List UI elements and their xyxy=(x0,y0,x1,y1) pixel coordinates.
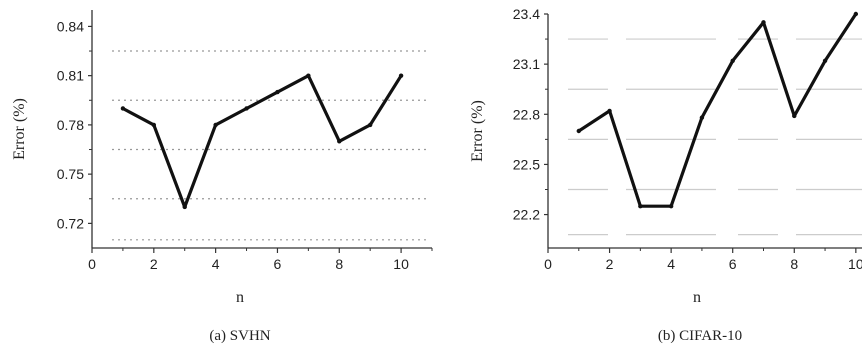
svhn-data-point xyxy=(213,122,218,128)
svhn-x-tick-label: 2 xyxy=(150,256,158,272)
svhn-x-tick-label: 8 xyxy=(335,256,343,272)
cifar10-data-point xyxy=(668,204,674,209)
svhn-x-axis-label: n xyxy=(236,289,244,306)
svhn-data-point xyxy=(275,89,280,95)
cifar10-data-point xyxy=(576,128,581,134)
svhn-data-point xyxy=(306,73,311,78)
svhn-y-tick-label: 0.78 xyxy=(57,117,84,133)
cifar10-data-point xyxy=(699,115,705,120)
cifar10-x-tick-label: 0 xyxy=(544,256,552,272)
svhn-x-tick-label: 0 xyxy=(88,256,96,272)
cifar10-x-tick-label: 8 xyxy=(790,256,798,272)
svhn-data-point xyxy=(151,122,157,128)
svhn-y-tick-label: 0.81 xyxy=(57,68,84,84)
chart-svhn-caption: (a) SVHN xyxy=(209,328,270,344)
svhn-y-tick-label: 0.72 xyxy=(57,215,84,231)
svhn-data-point xyxy=(244,106,249,111)
cifar10-x-tick-label: 6 xyxy=(729,256,737,272)
svhn-data-point xyxy=(367,122,373,128)
chart-cifar10-caption: (b) CIFAR-10 xyxy=(658,328,742,344)
cifar10-x-tick-label: 4 xyxy=(667,256,675,272)
svhn-y-tick-label: 0.75 xyxy=(57,166,84,182)
cifar10-y-tick-label: 22.5 xyxy=(513,156,540,172)
cifar10-x-axis-label: n xyxy=(693,289,701,306)
cifar10-data-point xyxy=(822,58,828,63)
cifar10-x-tick-label: 10 xyxy=(848,256,862,272)
svhn-x-tick-label: 6 xyxy=(274,256,282,272)
cifar10-data-point xyxy=(853,11,859,17)
cifar10-y-tick-label: 23.1 xyxy=(513,56,540,72)
cifar10-y-tick-label: 23.4 xyxy=(513,6,540,22)
cifar10-data-point xyxy=(730,58,735,63)
svhn-x-tick-label: 4 xyxy=(212,256,220,272)
svhn-series-line xyxy=(121,74,403,209)
cifar10-data-point xyxy=(761,20,766,25)
cifar10-y-tick-label: 22.8 xyxy=(513,106,540,122)
cifar10-y-tick-label: 22.2 xyxy=(513,207,540,223)
cifar10-data-point xyxy=(638,204,643,209)
svhn-data-point xyxy=(182,204,187,210)
svhn-y-tick-label: 0.84 xyxy=(57,18,84,34)
svhn-data-point xyxy=(398,73,404,78)
cifar10-data-point xyxy=(792,113,797,119)
svhn-x-tick-label: 10 xyxy=(393,256,409,272)
cifar10-x-tick-label: 2 xyxy=(606,256,614,272)
cifar10-y-axis-label: Error (%) xyxy=(469,100,486,162)
cifar10-data-point xyxy=(607,108,612,114)
svhn-data-point xyxy=(120,106,126,111)
chart-cifar10: (b) CIFAR-10 22.2 22.5 22.8 23.1 23.4 0 2 4 6 8 10… xyxy=(469,6,862,344)
svhn-y-axis-label: Error (%) xyxy=(11,98,28,160)
svhn-data-point xyxy=(337,139,342,144)
chart-svhn: (a) SVHN 0.72 0.75 0.78 0.81 0.84 0 2 4 6 8 10 n Err… xyxy=(11,10,433,344)
cifar10-series-line xyxy=(577,12,858,208)
